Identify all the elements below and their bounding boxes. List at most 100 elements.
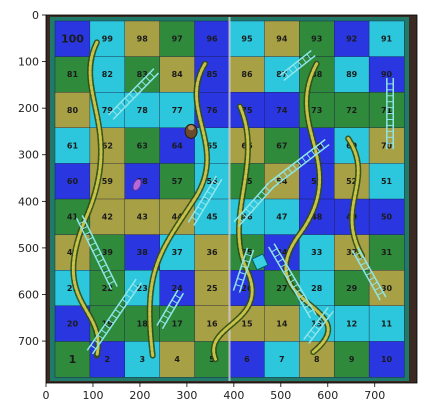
ladder-rung: [301, 299, 308, 304]
y-tick-label: 700: [18, 335, 39, 348]
ladder-rung: [206, 190, 213, 196]
board-cell: [124, 163, 161, 200]
board-cell: [89, 127, 126, 164]
ladder-rail: [238, 186, 275, 227]
cell-number: 73: [311, 106, 322, 115]
ladder-rail: [308, 310, 334, 344]
cell-number: 31: [381, 248, 393, 257]
cell-number: 20: [67, 319, 79, 328]
x-tick-label: 600: [317, 389, 338, 402]
cell-number: 39: [102, 248, 114, 257]
cell-number: 76: [206, 106, 218, 115]
cell-number: 3: [139, 355, 145, 364]
ladder-rung: [368, 276, 375, 281]
cell-number: 61: [67, 141, 79, 150]
ladder-rung: [191, 216, 198, 221]
ladder-rung: [297, 60, 303, 67]
cell-number: 12: [346, 319, 357, 328]
board-cell: [368, 341, 405, 378]
board-cell: [194, 234, 231, 271]
cell-number: 91: [381, 35, 393, 44]
y-tick-label: 200: [18, 102, 39, 115]
ladder-rung: [287, 167, 293, 174]
ladder-rung: [120, 101, 126, 108]
ladder-rung: [245, 208, 251, 214]
cell-number: 15: [241, 319, 253, 328]
cell-number: 16: [206, 319, 218, 328]
board-cell: [299, 20, 335, 58]
ladder-rung: [197, 206, 204, 211]
board-cell: [334, 305, 370, 342]
cell-number: 57: [172, 177, 183, 186]
ladder-rung: [307, 309, 314, 314]
ladder-rung: [245, 253, 252, 257]
cell-number: 63: [137, 141, 148, 150]
ladder-rung: [79, 220, 86, 225]
x-tick-label: 0: [43, 389, 50, 402]
board-cell: [299, 234, 335, 271]
cell-number: 4: [174, 355, 180, 364]
cell-number: 83: [137, 70, 148, 79]
cell-number: 14: [276, 319, 288, 328]
cell-number: 6: [244, 355, 250, 364]
ladder-rung: [145, 76, 151, 82]
ladder-rung: [84, 231, 91, 236]
ladder-rail: [232, 247, 249, 291]
ladder-rung: [237, 277, 244, 281]
ladder-rung: [253, 199, 259, 205]
ladder-rung: [128, 93, 135, 99]
ladder-rung: [235, 283, 242, 287]
ladder-rung: [100, 264, 107, 268]
ladder-rung: [174, 294, 181, 299]
board-cell: [89, 56, 126, 93]
board-cell: [194, 270, 231, 307]
ladder-rung: [105, 275, 113, 279]
cell-number: 62: [102, 141, 113, 150]
ladder-rung: [315, 146, 321, 153]
y-tick-label: 100: [18, 56, 39, 69]
board-cell: [368, 20, 405, 58]
ladder-rung: [310, 329, 317, 335]
board-cell: [124, 91, 161, 129]
ladder-rung: [264, 186, 271, 192]
cell-number: 75: [241, 106, 253, 115]
ladder-rung: [194, 211, 201, 216]
cell-number: 21: [67, 284, 79, 293]
ladder-rung: [292, 64, 298, 71]
ladder-rung: [241, 212, 247, 218]
cell-number: 10: [381, 355, 393, 364]
ladder-rung: [141, 80, 147, 87]
cell-number: 45: [206, 213, 218, 222]
y-tick-label: 0: [32, 9, 39, 22]
cell-number: 1: [69, 353, 77, 366]
board-cell: [89, 198, 126, 236]
ladder-rung: [241, 265, 248, 269]
cell-number: 47: [276, 213, 287, 222]
x-tick-label: 300: [176, 389, 197, 402]
board-cell: [368, 305, 405, 342]
ladder-rung: [124, 97, 130, 103]
ladder-rung: [292, 164, 297, 170]
ladder-rung: [374, 286, 381, 291]
ladder-rail: [112, 72, 160, 120]
ladder-rung: [107, 319, 114, 324]
ladder-rail: [238, 249, 255, 293]
ladders-layer: [75, 49, 394, 355]
cell-number: 11: [381, 319, 393, 328]
ladder-rung: [257, 195, 263, 201]
ladder-rung: [97, 334, 104, 340]
x-tick-label: 700: [364, 389, 385, 402]
cell-number: 92: [346, 35, 357, 44]
ladder-rung: [354, 251, 361, 256]
ladder-rung: [296, 160, 302, 167]
cell-number: 27: [276, 284, 287, 293]
ladder-rung: [283, 71, 289, 78]
ladder-rung: [357, 256, 364, 261]
cell-number: 43: [137, 213, 148, 222]
cell-number: 5: [209, 355, 215, 364]
ladder-rung: [317, 320, 324, 326]
ladder-rail: [193, 178, 223, 226]
ladder-rung: [116, 106, 122, 112]
board-cell: [159, 56, 196, 93]
ladder-rung: [111, 314, 118, 319]
